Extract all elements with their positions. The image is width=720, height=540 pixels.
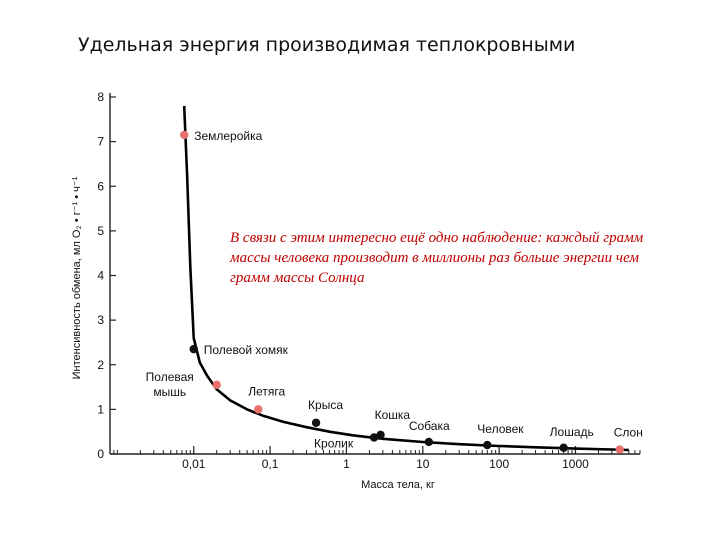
point-label: Слон <box>614 426 643 440</box>
point-label: Полевая мышь <box>146 370 194 399</box>
point-label: Крыса <box>308 398 343 412</box>
y-tick-label: 1 <box>97 402 104 416</box>
annotation-text: В связи с этим интересно ещё одно наблюд… <box>230 230 644 286</box>
y-tick-label: 0 <box>97 447 104 461</box>
data-point <box>559 443 568 452</box>
y-tick-label: 8 <box>97 90 104 104</box>
y-axis-label: Интенсивность обмена, мл O₂ • г⁻¹ • ч⁻¹ <box>71 176 83 379</box>
data-point <box>483 440 492 450</box>
data-point <box>615 445 624 454</box>
x-tick-label: 1000 <box>562 457 589 471</box>
points-layer <box>180 130 624 454</box>
labels-layer: Землеройка Полевой хомяк Полевая мышь Летяга… <box>146 129 643 451</box>
x-tick-label: 100 <box>489 457 509 471</box>
data-point <box>180 130 189 140</box>
y-tick-label: 6 <box>97 179 104 193</box>
slide-title: Удельная энергия производимая теплокровн… <box>78 34 576 56</box>
point-label: Человек <box>477 422 524 436</box>
data-point <box>369 433 379 442</box>
point-label: Кошка <box>375 408 411 422</box>
y-tick-label: 7 <box>97 135 104 149</box>
y-tick-label: 4 <box>97 269 104 283</box>
y-tick-label: 3 <box>97 313 104 327</box>
point-label: Землеройка <box>194 129 262 143</box>
point-label: Летяга <box>248 384 285 398</box>
data-point <box>189 344 198 354</box>
data-point <box>311 418 321 427</box>
x-tick-label: 1 <box>343 457 350 471</box>
axes: 0 1 2 3 4 5 6 7 8 0,01 0,1 1 10 100 1000 Масса тела, кг… <box>71 90 641 491</box>
x-axis-label: Масса тела, кг <box>361 479 435 491</box>
x-tick-label: 0,01 <box>182 457 206 471</box>
data-point <box>424 437 434 447</box>
x-tick-label: 10 <box>416 457 430 471</box>
data-point <box>254 405 263 414</box>
x-tick-label: 0,1 <box>262 457 279 471</box>
y-tick-label: 2 <box>97 358 104 372</box>
data-point <box>376 430 385 440</box>
point-label: Лошадь <box>550 425 594 439</box>
point-label: Собака <box>409 419 450 433</box>
point-label: Полевой хомяк <box>204 343 289 357</box>
point-label: Кролик <box>314 436 354 450</box>
y-tick-label: 5 <box>97 224 104 238</box>
data-point <box>212 380 221 390</box>
